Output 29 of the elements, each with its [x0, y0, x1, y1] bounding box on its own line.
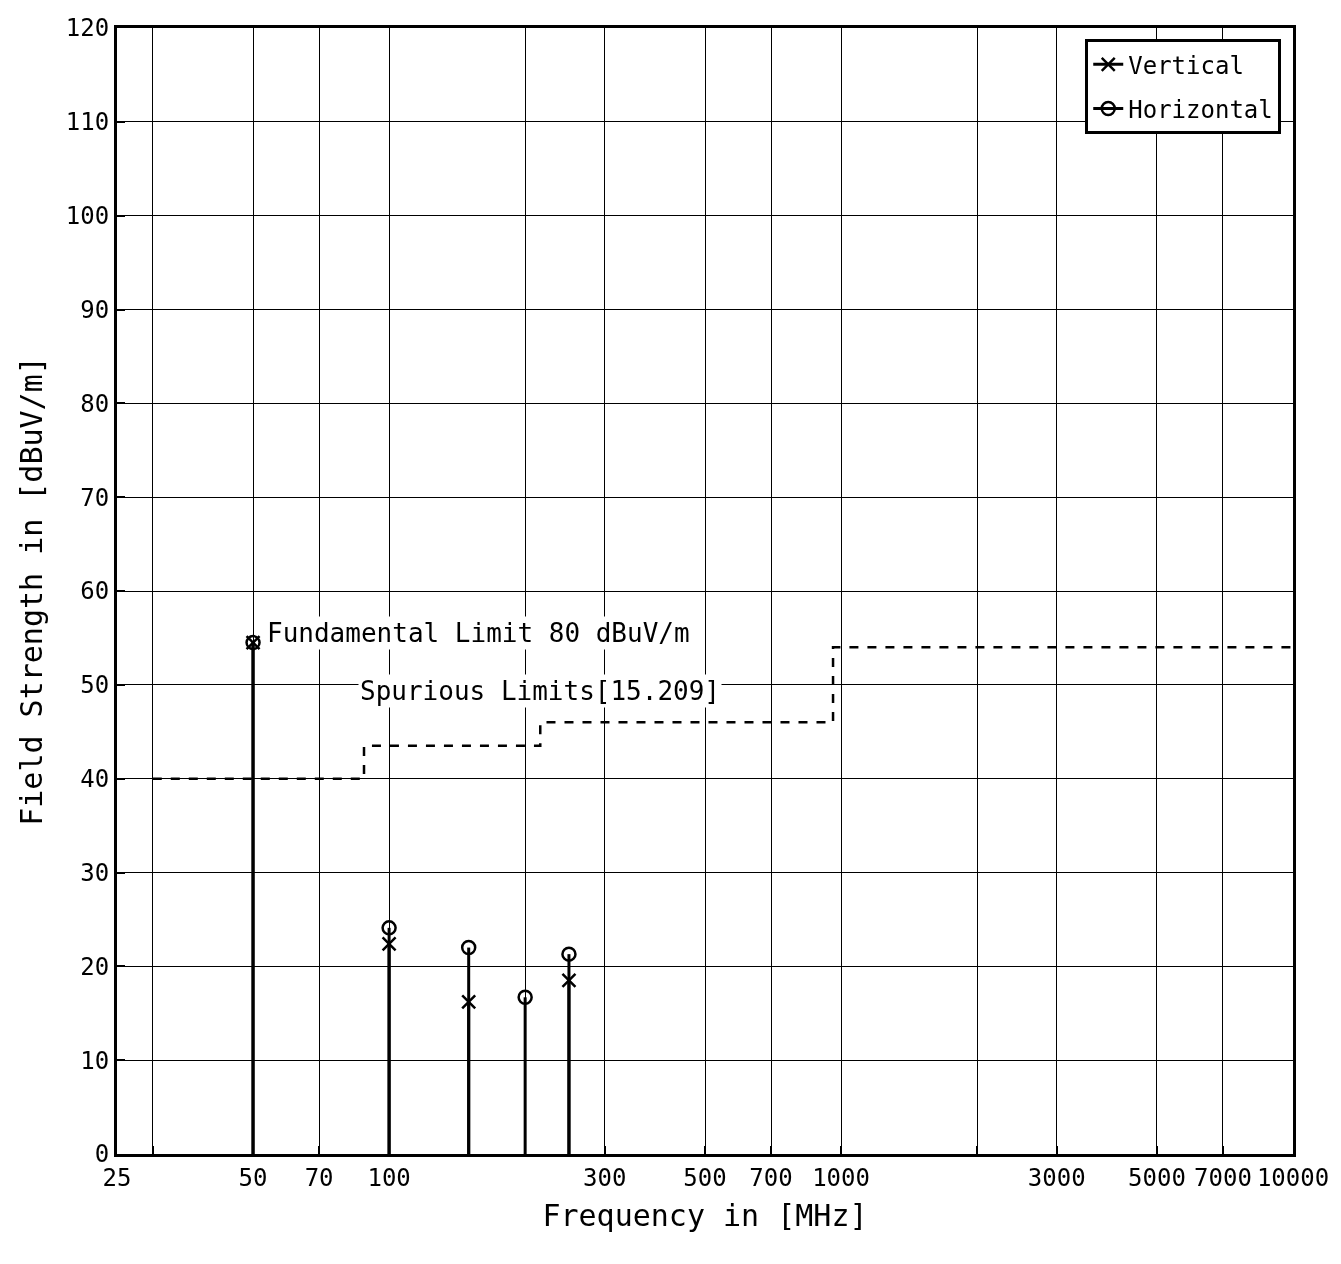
x-tick-label: 3000	[1027, 1163, 1086, 1192]
annotation: Spurious Limits[15.209]	[360, 676, 721, 706]
x-tick-label: 50	[238, 1163, 268, 1192]
x-tick-label: 1000	[812, 1163, 870, 1192]
x-tick-label: 100	[367, 1163, 411, 1192]
x-tick-label: 700	[749, 1163, 793, 1192]
x-tick-label: 70	[304, 1163, 334, 1192]
y-tick-label: 20	[80, 952, 110, 981]
legend-label: Vertical	[1128, 51, 1244, 80]
y-tick-label: 80	[80, 389, 110, 418]
y-tick-label: 30	[80, 858, 110, 887]
y-tick-label: 90	[80, 295, 110, 324]
y-tick-label: 120	[65, 14, 110, 43]
y-tick-label: 40	[80, 765, 110, 794]
y-tick-label: 60	[80, 577, 110, 606]
x-tick-label: 300	[583, 1163, 627, 1192]
y-tick-label: 110	[65, 108, 110, 137]
y-axis-title: Field Strength in [dBuV/m]	[13, 356, 49, 826]
y-tick-label: 100	[65, 202, 110, 231]
x-axis-title: Frequency in [MHz]	[542, 1198, 868, 1234]
annotation: Fundamental Limit 80 dBuV/m	[267, 618, 690, 648]
y-tick-label: 70	[80, 483, 110, 512]
x-tick-label: 7000	[1194, 1163, 1252, 1192]
legend-label: Horizontal	[1128, 95, 1273, 124]
x-tick-label: 500	[683, 1163, 727, 1192]
x-tick-label: 10000	[1256, 1163, 1330, 1192]
y-tick-label: 50	[80, 671, 110, 700]
x-tick-label: 5000	[1128, 1163, 1186, 1192]
y-tick-label: 10	[80, 1046, 110, 1075]
